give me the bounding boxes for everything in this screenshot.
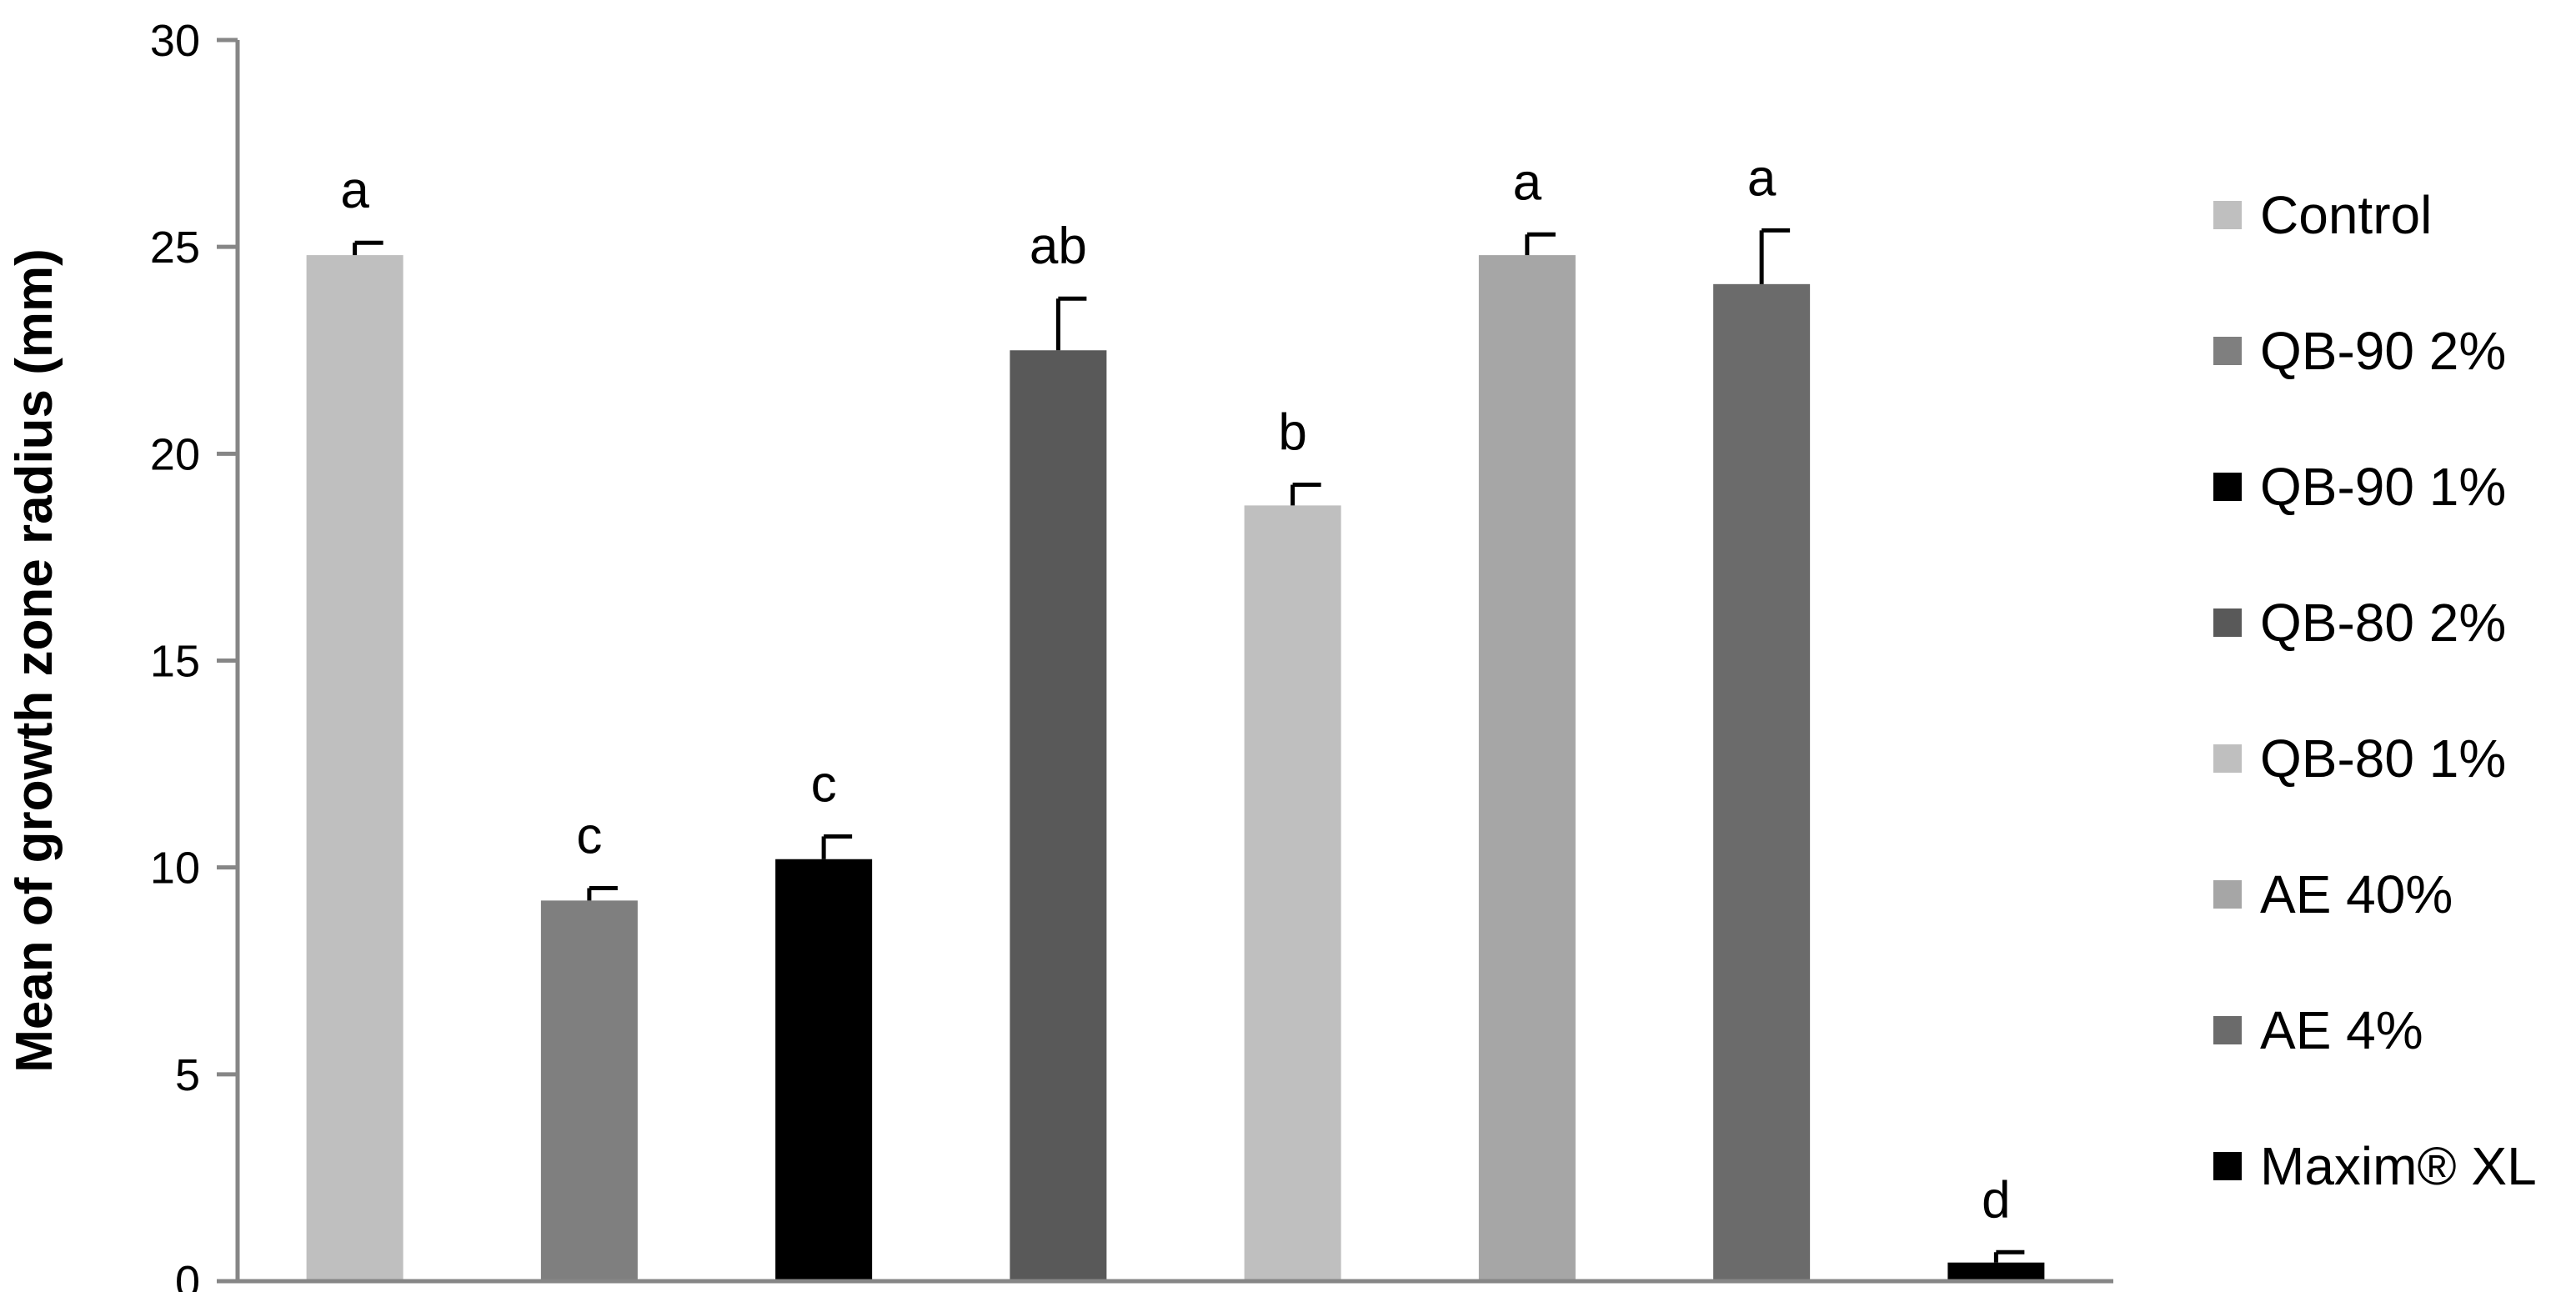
legend-swatch [2213, 201, 2242, 229]
significance-label: c [811, 755, 837, 813]
legend-swatch [2213, 337, 2242, 365]
y-axis-ticks: 0 5 10 15 20 25 30 [150, 16, 238, 1292]
y-tick-label: 15 [150, 637, 200, 687]
legend-swatch [2213, 1016, 2242, 1044]
y-tick-label: 20 [150, 429, 200, 479]
legend-label: QB-80 1% [2260, 729, 2506, 789]
y-tick-label: 0 [175, 1257, 200, 1292]
significance-label: a [1513, 153, 1542, 211]
significance-label: c [576, 807, 602, 864]
y-tick-label: 30 [150, 16, 200, 66]
error-bars [353, 228, 2025, 1263]
bar [1010, 350, 1107, 1281]
legend-label: AE 40% [2260, 864, 2453, 924]
significance-label: ab [1030, 218, 1087, 275]
bar [540, 900, 638, 1281]
legend-label: QB-90 2% [2260, 321, 2506, 381]
significance-label: a [340, 162, 369, 219]
legend-swatch [2213, 744, 2242, 773]
significance-label: d [1982, 1171, 2010, 1229]
legend-label: Maxim® XL [2260, 1136, 2537, 1196]
significance-label: b [1278, 404, 1306, 462]
bar [775, 859, 873, 1281]
y-tick-label: 10 [150, 844, 200, 894]
y-tick-label: 25 [150, 223, 200, 273]
legend-label: QB-80 2% [2260, 593, 2506, 653]
bar [1478, 255, 1576, 1282]
legend-swatch [2213, 880, 2242, 909]
significance-label: a [1747, 149, 1777, 207]
legend-swatch [2213, 608, 2242, 637]
bar [1947, 1262, 2045, 1281]
bars [306, 255, 2045, 1282]
bar [1244, 505, 1341, 1281]
significance-labels: a c c ab b a a d [340, 149, 2010, 1229]
legend-label: Control [2260, 185, 2432, 245]
legend-label: QB-90 1% [2260, 457, 2506, 517]
legend-swatch [2213, 473, 2242, 501]
legend-label: AE 4% [2260, 1000, 2423, 1060]
y-axis-title: Mean of growth zone radius (mm) [6, 248, 63, 1073]
legend: Control QB-90 2% QB-90 1% QB-80 2% QB-80 1% A… [2213, 185, 2537, 1196]
bar [1713, 283, 1811, 1281]
bar [306, 255, 403, 1282]
legend-swatch [2213, 1152, 2242, 1180]
y-tick-label: 5 [175, 1050, 200, 1100]
